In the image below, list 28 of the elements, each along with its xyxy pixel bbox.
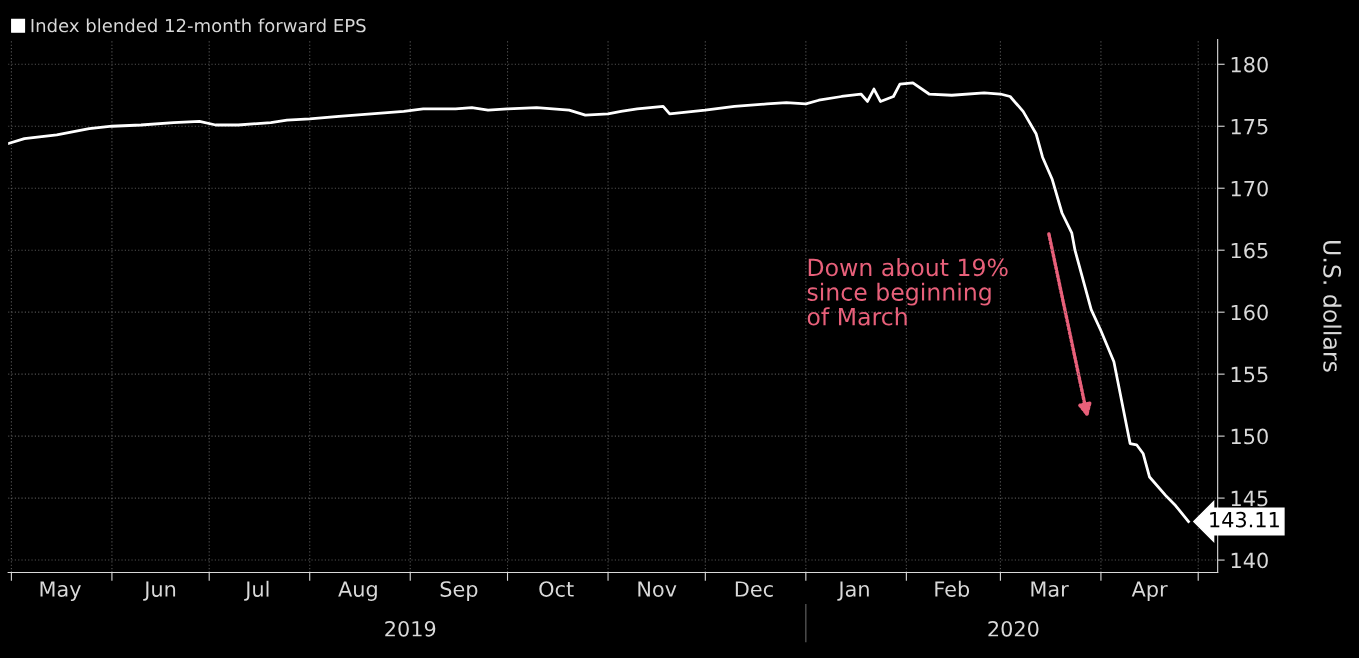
x-tick-label: Jul <box>244 580 269 601</box>
x2-tick-label: 2019 <box>385 620 436 637</box>
x-tick-label: Apr <box>1131 581 1168 601</box>
y-tick-label: 145 <box>1231 490 1268 507</box>
y-tick-label: 140 <box>1231 552 1268 569</box>
x-tick-label: Oct <box>539 581 574 597</box>
legend-label: Index blended 12-month forward EPS <box>31 18 366 33</box>
x-tick-label: Mar <box>1031 581 1069 597</box>
x-tick-label: Jan <box>837 581 869 601</box>
x-tick-label: Sep <box>440 581 478 601</box>
y-axis-title: U.S. dollars <box>1323 241 1342 372</box>
x-tick-label: Nov <box>638 581 677 597</box>
x-tick-label: Jun <box>143 581 176 601</box>
y-tick-label: 155 <box>1231 366 1268 383</box>
x-tick-label: Aug <box>338 581 377 601</box>
line-series <box>8 81 1190 523</box>
y-tick-label: 175 <box>1231 118 1268 135</box>
y-tick-label: 180 <box>1231 56 1268 73</box>
y-tick-label: 165 <box>1231 242 1268 259</box>
x-tick-label: Dec <box>735 581 773 597</box>
x2-tick-label: 2020 <box>988 620 1039 637</box>
data-label: 143.11 <box>1210 511 1279 528</box>
y-tick-label: 150 <box>1231 428 1268 445</box>
annotation: Down about 19% since beginning of March <box>807 258 1008 326</box>
x-tick-label: May <box>40 581 81 601</box>
y-tick-label: 160 <box>1231 304 1268 321</box>
x-tick-label: Feb <box>935 580 970 597</box>
y-tick-label: 170 <box>1231 180 1268 197</box>
